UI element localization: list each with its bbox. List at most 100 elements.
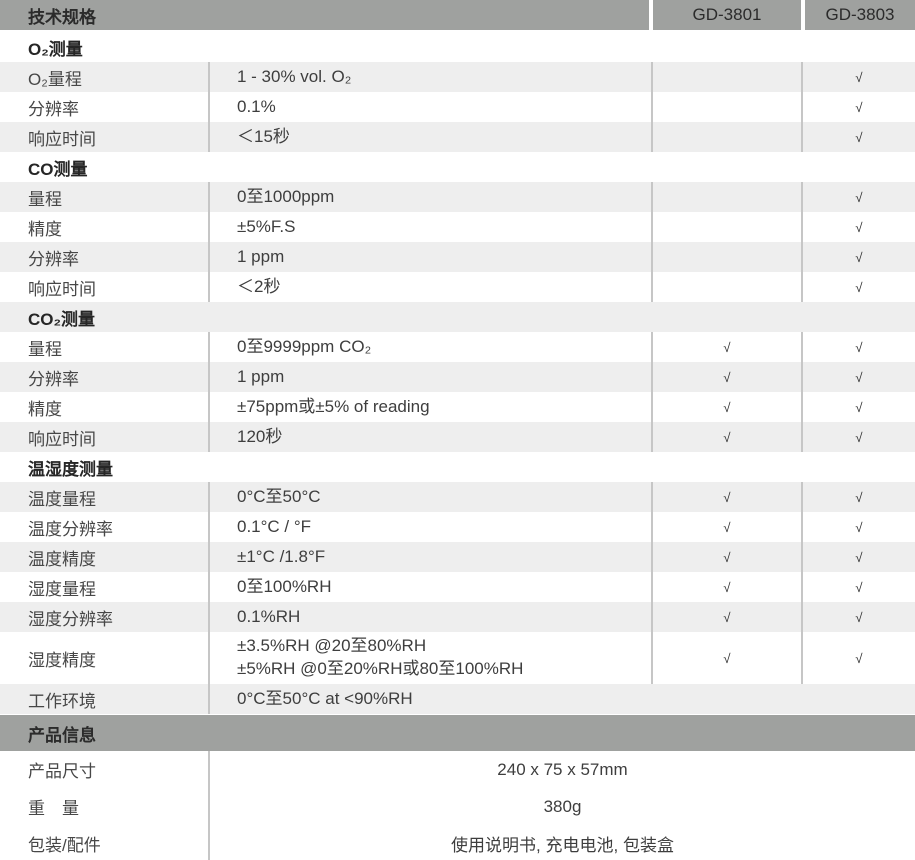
gd3803-check-cell: √ bbox=[801, 422, 915, 452]
row-label: O₂量程 bbox=[28, 69, 82, 89]
row-value: ±1°C /1.8°F bbox=[208, 542, 651, 572]
gd3803-check-cell: √ bbox=[801, 272, 915, 302]
gd3801-check-cell: √ bbox=[651, 542, 801, 572]
gd3801-check-cell bbox=[651, 62, 801, 92]
section-title: O₂测量 bbox=[0, 32, 915, 62]
gd3803-check-cell: √ bbox=[801, 392, 915, 422]
gd3803-check-cell: √ bbox=[801, 482, 915, 512]
column-header-gd3801: GD-3801 bbox=[653, 0, 801, 30]
spec-row: 分辨率 1 ppm √ √ bbox=[0, 362, 915, 392]
spec-table-body: O₂测量 O₂量程 1 - 30% vol. O₂ √ 分辨率 0.1% √ 响应时间 ＜15秒… bbox=[0, 32, 915, 714]
gd3803-check-cell: √ bbox=[801, 512, 915, 542]
gd3803-check-cell: √ bbox=[801, 542, 915, 572]
row-label: 产品尺寸 bbox=[28, 762, 96, 781]
spec-row: 分辨率 1 ppm √ bbox=[0, 242, 915, 272]
spec-row: 工作环境 0°C至50°C at <90%RH bbox=[0, 684, 915, 714]
gd3803-check-cell: √ bbox=[801, 122, 915, 152]
gd3803-check-cell: √ bbox=[801, 62, 915, 92]
row-value: 0°C至50°C bbox=[208, 482, 651, 512]
row-label: 湿度精度 bbox=[28, 650, 96, 670]
gd3803-check-cell: √ bbox=[801, 182, 915, 212]
gd3801-check-cell: √ bbox=[651, 422, 801, 452]
spec-row: 精度 ±75ppm或±5% of reading √ √ bbox=[0, 392, 915, 422]
row-value: 使用说明书, 充电电池, 包装盒 bbox=[208, 825, 915, 860]
row-label: 响应时间 bbox=[28, 129, 96, 149]
gd3803-check-cell: √ bbox=[801, 632, 915, 684]
row-label: 工作环境 bbox=[28, 691, 96, 711]
product-row: 重 量 380g bbox=[0, 788, 915, 825]
spec-row: 温度量程 0°C至50°C √ √ bbox=[0, 482, 915, 512]
row-value: 0.1% bbox=[208, 92, 651, 122]
row-label: 精度 bbox=[28, 399, 62, 419]
gd3801-check-cell bbox=[651, 272, 801, 302]
row-value: 240 x 75 x 57mm bbox=[208, 751, 915, 788]
row-label: 响应时间 bbox=[28, 279, 96, 299]
row-value: ±75ppm或±5% of reading bbox=[208, 392, 651, 422]
row-label: 量程 bbox=[28, 189, 62, 209]
gd3803-check-cell: √ bbox=[801, 242, 915, 272]
spec-row: 量程 0至9999ppm CO₂ √ √ bbox=[0, 332, 915, 362]
spec-row: 湿度精度 ±3.5%RH @20至80%RH ±5%RH @0至20%RH或80至… bbox=[0, 632, 915, 684]
gd3801-check-cell bbox=[651, 242, 801, 272]
row-value: 1 - 30% vol. O₂ bbox=[208, 62, 651, 92]
section-title: 温湿度测量 bbox=[0, 452, 915, 482]
row-label: 温度量程 bbox=[28, 489, 96, 509]
spec-row: 湿度分辨率 0.1%RH √ √ bbox=[0, 602, 915, 632]
row-label: 湿度分辨率 bbox=[28, 609, 113, 629]
gd3803-check-cell: √ bbox=[801, 602, 915, 632]
table-header-row: 技术规格 GD-3801 GD-3803 bbox=[0, 0, 915, 30]
row-label: 包装/配件 bbox=[28, 836, 101, 855]
spec-row: 量程 0至1000ppm √ bbox=[0, 182, 915, 212]
gd3803-check-cell: √ bbox=[801, 212, 915, 242]
row-value: 1 ppm bbox=[208, 362, 651, 392]
spec-row: 湿度量程 0至100%RH √ √ bbox=[0, 572, 915, 602]
row-value: 0至100%RH bbox=[208, 572, 651, 602]
spec-row: 分辨率 0.1% √ bbox=[0, 92, 915, 122]
column-header-gd3803: GD-3803 bbox=[805, 0, 915, 30]
gd3801-check-cell bbox=[651, 182, 801, 212]
section-title: CO₂测量 bbox=[0, 302, 915, 332]
gd3801-check-cell: √ bbox=[651, 602, 801, 632]
row-label: 分辨率 bbox=[28, 99, 79, 119]
gd3801-check-cell: √ bbox=[651, 392, 801, 422]
row-label: 分辨率 bbox=[28, 249, 79, 269]
gd3803-check-cell: √ bbox=[801, 572, 915, 602]
product-info-header: 产品信息 bbox=[0, 715, 915, 751]
row-label: 温度分辨率 bbox=[28, 519, 113, 539]
row-value: ＜15秒 bbox=[208, 122, 651, 152]
spec-row: 温度精度 ±1°C /1.8°F √ √ bbox=[0, 542, 915, 572]
row-label: 精度 bbox=[28, 219, 62, 239]
gd3801-check-cell: √ bbox=[651, 362, 801, 392]
gd3803-check-cell: √ bbox=[801, 362, 915, 392]
product-row: 包装/配件 使用说明书, 充电电池, 包装盒 bbox=[0, 825, 915, 860]
row-label: 湿度量程 bbox=[28, 579, 96, 599]
gd3801-check-cell bbox=[651, 92, 801, 122]
row-value: 380g bbox=[208, 788, 915, 825]
product-info-body: 产品尺寸 240 x 75 x 57mm 重 量 380g 包装/配件 使用说明书, 充电… bbox=[0, 751, 915, 860]
gd3801-check-cell: √ bbox=[651, 332, 801, 362]
row-value: 120秒 bbox=[208, 422, 651, 452]
spec-row: 精度 ±5%F.S √ bbox=[0, 212, 915, 242]
row-label: 响应时间 bbox=[28, 429, 96, 449]
row-value: 0至1000ppm bbox=[208, 182, 651, 212]
product-row: 产品尺寸 240 x 75 x 57mm bbox=[0, 751, 915, 788]
row-value: 1 ppm bbox=[208, 242, 651, 272]
gd3801-check-cell bbox=[651, 122, 801, 152]
gd3801-check-cell: √ bbox=[651, 482, 801, 512]
gd3801-check-cell: √ bbox=[651, 512, 801, 542]
gd3803-check-cell: √ bbox=[801, 92, 915, 122]
spec-row: 响应时间 120秒 √ √ bbox=[0, 422, 915, 452]
row-label: 温度精度 bbox=[28, 549, 96, 569]
row-value: 0.1°C / °F bbox=[208, 512, 651, 542]
gd3801-check-cell bbox=[651, 212, 801, 242]
row-value: ±5%F.S bbox=[208, 212, 651, 242]
table-title: 技术规格 bbox=[0, 0, 649, 30]
row-value: 0°C至50°C at <90%RH bbox=[208, 684, 915, 714]
gd3801-check-cell: √ bbox=[651, 632, 801, 684]
gd3801-check-cell: √ bbox=[651, 572, 801, 602]
gd3803-check-cell: √ bbox=[801, 332, 915, 362]
section-title: CO测量 bbox=[0, 152, 915, 182]
row-label: 量程 bbox=[28, 339, 62, 359]
row-label: 分辨率 bbox=[28, 369, 79, 389]
